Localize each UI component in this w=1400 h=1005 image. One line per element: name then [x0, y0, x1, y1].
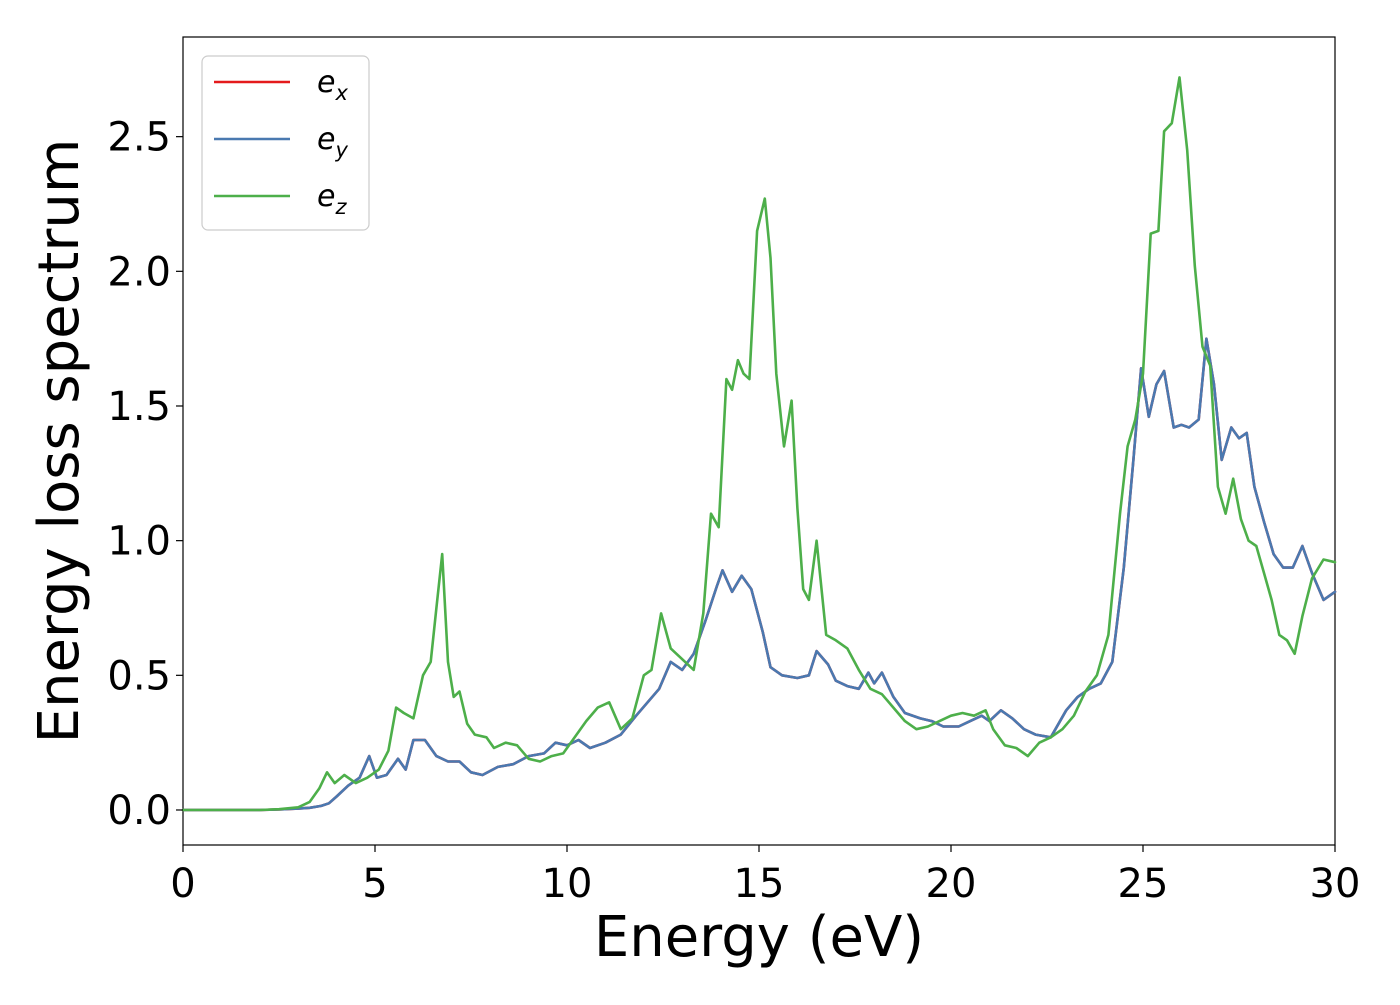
legend-subscript-z: z — [334, 195, 347, 219]
y-tick-label: 1.5 — [107, 384, 171, 430]
x-tick-label: 30 — [1310, 861, 1361, 907]
series-line-y — [181, 337, 1337, 812]
x-tick-label: 10 — [542, 861, 593, 907]
x-tick-label: 5 — [362, 861, 387, 907]
legend-subscript-x: x — [334, 81, 348, 105]
x-axis-label: Energy (eV) — [594, 905, 924, 970]
y-axis-ticks: 0.0 0.5 1.0 1.5 2.0 2.5 — [107, 115, 183, 834]
y-tick-label: 1.0 — [107, 519, 171, 565]
y-axis-label: Energy loss spectrum — [27, 139, 92, 744]
series-line-z — [181, 76, 1337, 812]
y-tick-label: 2.5 — [107, 115, 171, 161]
legend-subscript-y: y — [334, 138, 348, 162]
legend-frame — [201, 55, 370, 231]
y-tick-label: 2.0 — [107, 249, 171, 295]
series-layer — [181, 76, 1337, 812]
x-tick-label: 25 — [1118, 861, 1169, 907]
x-tick-label: 0 — [170, 861, 195, 907]
y-tick-label: 0.0 — [107, 788, 171, 834]
y-tick-label: 0.5 — [107, 653, 171, 699]
plot-area-frame — [182, 36, 1336, 846]
x-tick-label: 15 — [734, 861, 785, 907]
x-axis-ticks: 0 5 10 15 20 25 30 — [170, 845, 1360, 907]
x-tick-label: 20 — [926, 861, 977, 907]
